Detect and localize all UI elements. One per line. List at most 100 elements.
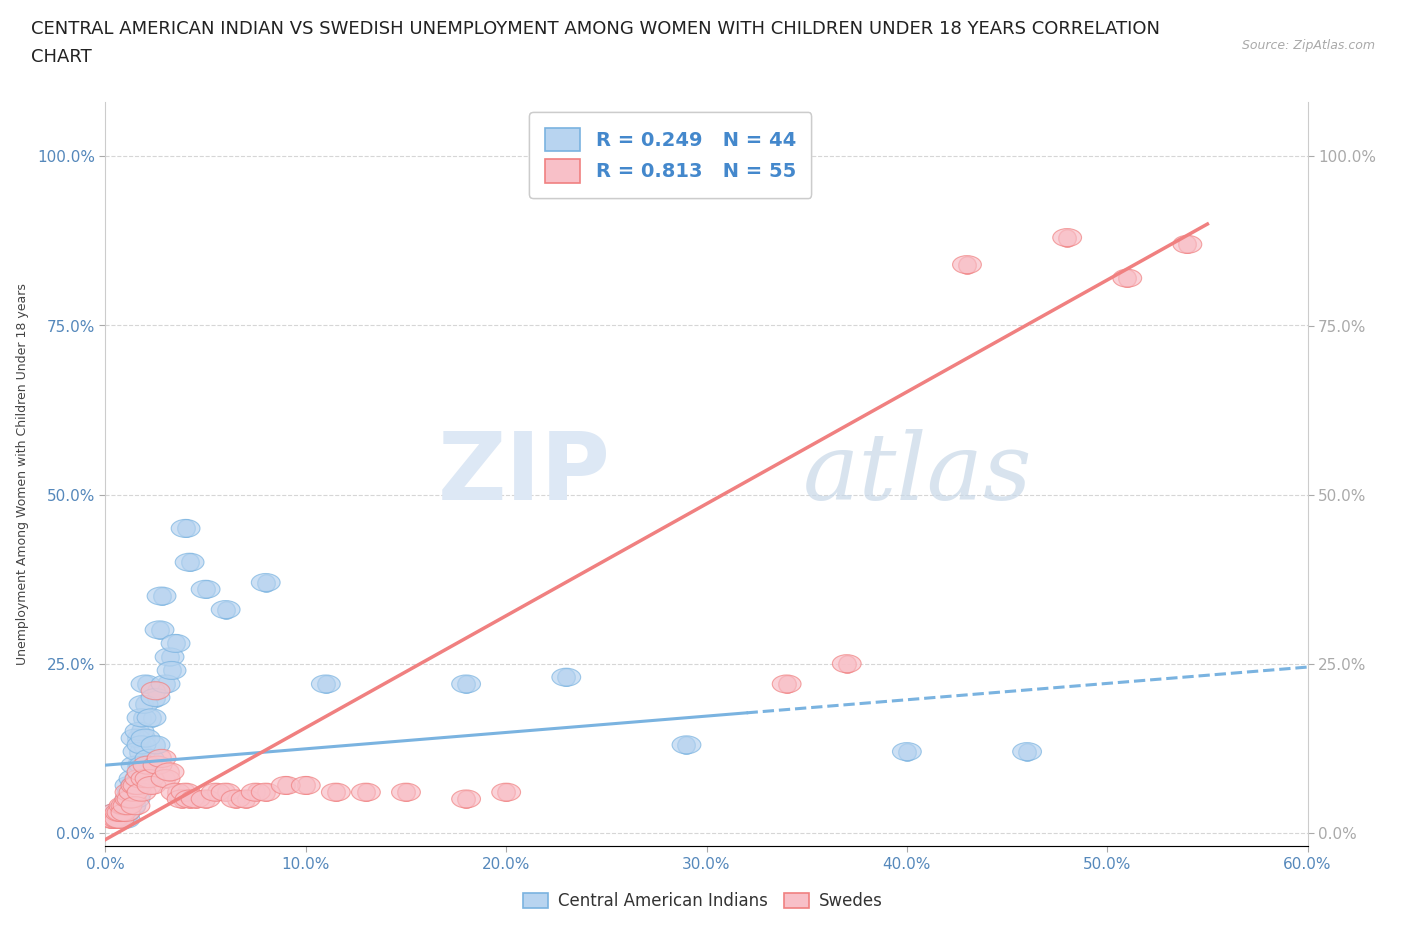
Point (108, 805, 131, 820)
Ellipse shape (121, 729, 150, 747)
Ellipse shape (176, 553, 204, 571)
Point (1017, 744, 1039, 759)
Ellipse shape (110, 797, 138, 815)
Point (132, 758, 155, 773)
Ellipse shape (1114, 269, 1142, 287)
Ellipse shape (312, 675, 340, 693)
Legend: R = 0.249   N = 44, R = 0.813   N = 55: R = 0.249 N = 44, R = 0.813 N = 55 (530, 112, 811, 198)
Point (117, 798, 139, 813)
Ellipse shape (105, 810, 134, 829)
Point (956, 258, 979, 272)
Point (148, 622, 170, 637)
Ellipse shape (124, 743, 152, 761)
Point (131, 711, 153, 725)
Point (100, 812, 122, 827)
Point (122, 785, 145, 800)
Point (274, 778, 297, 793)
Text: Source: ZipAtlas.com: Source: ZipAtlas.com (1241, 39, 1375, 52)
Point (118, 778, 141, 793)
Ellipse shape (176, 790, 204, 808)
Ellipse shape (201, 783, 231, 801)
Ellipse shape (893, 743, 921, 761)
Text: ZIP: ZIP (437, 429, 610, 520)
Ellipse shape (117, 783, 146, 801)
Ellipse shape (221, 790, 250, 808)
Point (124, 731, 146, 746)
Point (179, 555, 201, 570)
Ellipse shape (125, 770, 153, 788)
Point (121, 798, 143, 813)
Ellipse shape (131, 729, 160, 747)
Point (124, 798, 146, 813)
Ellipse shape (155, 648, 184, 666)
Ellipse shape (672, 736, 700, 754)
Ellipse shape (772, 675, 801, 693)
Ellipse shape (127, 709, 156, 726)
Ellipse shape (111, 797, 139, 815)
Point (184, 791, 207, 806)
Ellipse shape (953, 256, 981, 273)
Point (159, 649, 181, 664)
Point (128, 724, 150, 738)
Point (124, 778, 146, 793)
Ellipse shape (352, 783, 380, 801)
Point (141, 778, 163, 793)
Point (150, 751, 173, 765)
Ellipse shape (157, 661, 186, 680)
Point (136, 758, 159, 773)
Point (165, 785, 187, 800)
Text: CENTRAL AMERICAN INDIAN VS SWEDISH UNEMPLOYMENT AMONG WOMEN WITH CHILDREN UNDER : CENTRAL AMERICAN INDIAN VS SWEDISH UNEMP… (31, 20, 1160, 38)
Point (138, 751, 160, 765)
Point (454, 791, 477, 806)
Point (124, 778, 146, 793)
Ellipse shape (232, 790, 260, 808)
Point (170, 791, 193, 806)
Point (114, 812, 136, 827)
Ellipse shape (127, 763, 156, 781)
Legend: Central American Indians, Swedes: Central American Indians, Swedes (516, 885, 890, 917)
Point (112, 798, 135, 813)
Point (1056, 230, 1078, 245)
Ellipse shape (127, 783, 156, 801)
Point (135, 731, 157, 746)
Point (150, 589, 173, 604)
Ellipse shape (115, 783, 143, 801)
Ellipse shape (1012, 743, 1042, 761)
Ellipse shape (129, 696, 157, 713)
Point (155, 676, 177, 691)
Point (145, 690, 167, 705)
Point (110, 805, 132, 820)
Ellipse shape (252, 574, 280, 591)
Ellipse shape (135, 770, 165, 788)
Point (555, 670, 578, 684)
Point (454, 676, 477, 691)
Ellipse shape (127, 736, 156, 754)
Ellipse shape (211, 601, 240, 618)
Ellipse shape (162, 634, 190, 652)
Ellipse shape (135, 750, 165, 767)
Ellipse shape (152, 770, 180, 788)
Ellipse shape (172, 783, 200, 801)
Point (896, 744, 918, 759)
Point (108, 812, 131, 827)
Point (131, 764, 153, 779)
Point (114, 805, 136, 820)
Point (325, 785, 347, 800)
Point (194, 582, 217, 597)
Ellipse shape (117, 797, 146, 815)
Point (174, 521, 197, 536)
Ellipse shape (167, 790, 195, 808)
Point (108, 805, 131, 820)
Point (675, 737, 697, 752)
Point (122, 771, 145, 786)
Point (315, 676, 337, 691)
Point (131, 737, 153, 752)
Ellipse shape (111, 804, 139, 821)
Ellipse shape (121, 790, 150, 808)
Point (1116, 271, 1139, 286)
Point (495, 785, 517, 800)
Point (131, 785, 153, 800)
Point (127, 744, 149, 759)
Ellipse shape (134, 756, 162, 774)
Ellipse shape (181, 790, 209, 808)
